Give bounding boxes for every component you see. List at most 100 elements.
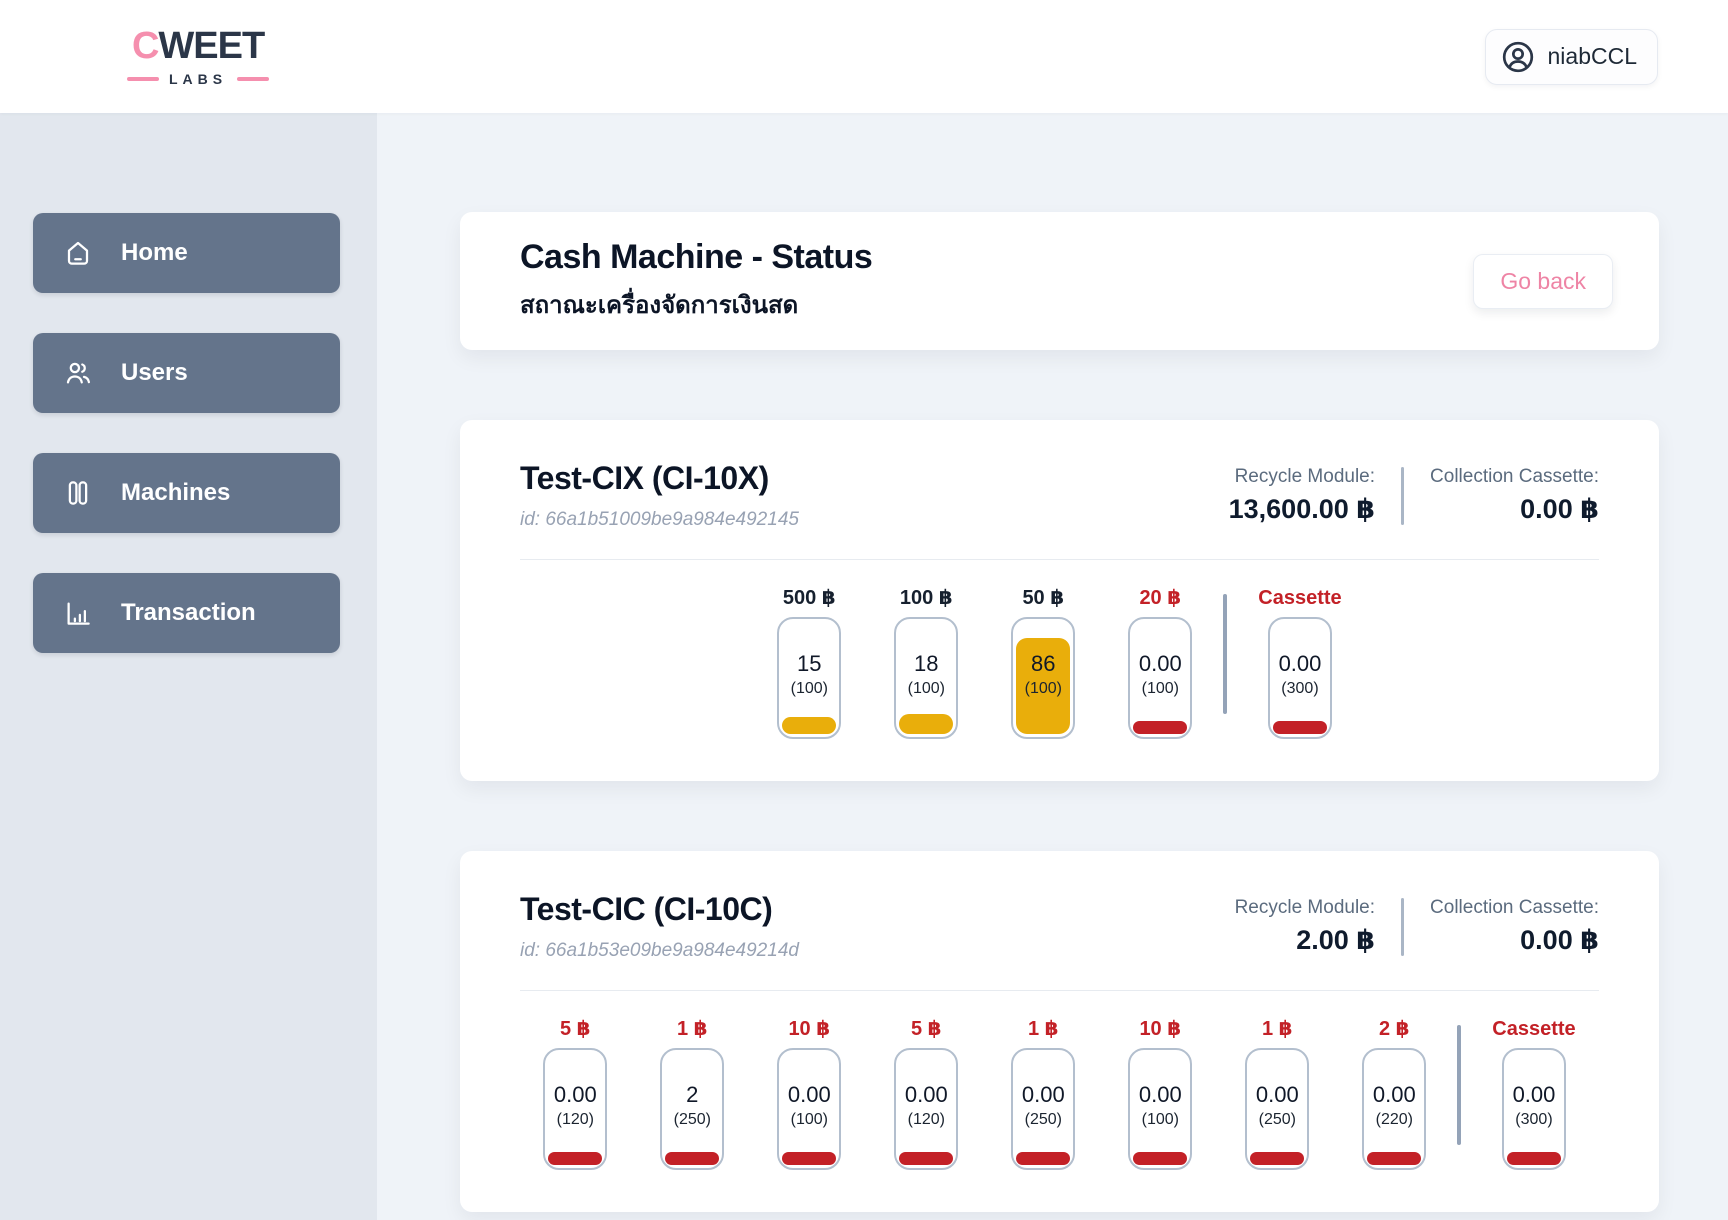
cassette-column: 1 ฿ 0.00 (250) bbox=[1011, 1018, 1076, 1170]
cassette-column-capacity: (250) bbox=[1024, 1110, 1062, 1128]
page-subtitle-thai: สถาณะเครื่องจัดการเงินสด bbox=[520, 292, 799, 319]
machine-cards-container: Test-CIX (CI-10X) id: 66a1b51009be9a984e4… bbox=[460, 420, 1659, 1212]
collection-cassette-column-fill bbox=[1506, 1152, 1561, 1165]
cassette-column-fill bbox=[899, 714, 954, 734]
cassette-column-tube: 86 (100) bbox=[1011, 617, 1076, 739]
machines-icon bbox=[63, 478, 93, 508]
collection-cassette-column: Cassette 0.00 (300) bbox=[1492, 1018, 1576, 1170]
users-icon bbox=[63, 358, 93, 388]
brand-dash-left bbox=[127, 77, 159, 81]
page-title: Cash Machine - Status bbox=[520, 238, 873, 276]
sidebar-item-machines[interactable]: Machines bbox=[33, 453, 340, 533]
cassette-column-capacity: (220) bbox=[1375, 1110, 1413, 1128]
cassette-column-tube: 0.00 (120) bbox=[543, 1048, 608, 1170]
cassette-column-tube: 0.00 (120) bbox=[894, 1048, 959, 1170]
cassette-column: 5 ฿ 0.00 (120) bbox=[894, 1019, 959, 1170]
sidebar-item-label: Users bbox=[121, 359, 188, 386]
brand-logo: CWEET LABS bbox=[127, 25, 270, 87]
collection-cassette-value: 0.00 ฿ bbox=[1520, 494, 1599, 524]
cassette-column-label: 10 ฿ bbox=[1139, 1018, 1182, 1040]
cassette-column-value: 0.00 bbox=[787, 1081, 831, 1107]
user-menu-button[interactable]: niabCCL bbox=[1484, 28, 1658, 85]
cassette-column-fill bbox=[782, 717, 837, 734]
sidebar-item-home[interactable]: Home bbox=[33, 213, 340, 293]
cassette-column-tube: 0.00 (100) bbox=[1128, 617, 1193, 739]
cassette-column-tube: 15 (100) bbox=[777, 617, 842, 739]
cassette-column-fill bbox=[1016, 638, 1071, 734]
cassette-column-fill bbox=[1016, 1152, 1071, 1165]
cassette-column-capacity: (250) bbox=[1258, 1110, 1296, 1128]
collection-cassette-column-capacity: (300) bbox=[1515, 1110, 1553, 1128]
cassette-column-capacity: (250) bbox=[673, 1110, 711, 1128]
stat-divider bbox=[1401, 897, 1405, 956]
collection-cassette-column-value: 0.00 bbox=[1278, 650, 1322, 676]
cassette-column-fill bbox=[1367, 1152, 1422, 1165]
machine-card-heading: Test-CIX (CI-10X) id: 66a1b51009be9a984e4… bbox=[520, 460, 799, 531]
recycle-module-label: Recycle Module: bbox=[1234, 466, 1376, 487]
machine-id: id: 66a1b53e09be9a984e49214d bbox=[520, 940, 799, 961]
cassette-column-fill bbox=[1250, 1152, 1305, 1165]
cassette-column: 5 ฿ 0.00 (120) bbox=[543, 1018, 608, 1170]
recycle-module-stat: Recycle Module: 2.00 ฿ bbox=[1235, 897, 1375, 956]
cassette-group-divider bbox=[1223, 594, 1228, 714]
cassette-column-capacity: (100) bbox=[1024, 679, 1062, 697]
sidebar-item-users[interactable]: Users bbox=[33, 333, 340, 413]
machine-card-heading: Test-CIC (CI-10C) id: 66a1b53e09be9a984e4… bbox=[520, 891, 799, 962]
cassette-column: 10 ฿ 0.00 (100) bbox=[777, 1018, 842, 1170]
cassette-column: 10 ฿ 0.00 (100) bbox=[1128, 1018, 1193, 1170]
collection-cassette-column-label: Cassette bbox=[1258, 587, 1342, 609]
cassette-column-fill bbox=[1133, 1152, 1188, 1165]
cassette-column-value: 0.00 bbox=[1138, 1081, 1182, 1107]
cassette-column-capacity: (100) bbox=[1141, 679, 1179, 697]
status-card-text: Cash Machine - Status สถาณะเครื่องจัดการ… bbox=[520, 238, 873, 324]
cassette-column-value: 0.00 bbox=[904, 1081, 948, 1107]
cassette-column-capacity: (100) bbox=[790, 1110, 828, 1128]
cassette-column-tube: 18 (100) bbox=[894, 617, 959, 739]
machine-card: Test-CIC (CI-10C) id: 66a1b53e09be9a984e4… bbox=[460, 851, 1659, 1212]
sidebar-item-label: Home bbox=[121, 239, 188, 266]
cassette-column-tube: 0.00 (100) bbox=[1128, 1048, 1193, 1170]
sidebar-item-label: Machines bbox=[121, 479, 231, 506]
cassette-column: 1 ฿ 2 (250) bbox=[660, 1019, 725, 1170]
cassette-column-value: 2 bbox=[686, 1081, 699, 1107]
cassette-column: 50 ฿ 86 (100) bbox=[1011, 588, 1076, 739]
cassette-column-value: 0.00 bbox=[553, 1081, 597, 1107]
user-avatar-icon bbox=[1500, 39, 1536, 75]
cassette-column-fill bbox=[665, 1152, 720, 1165]
sidebar-item-transaction[interactable]: Transaction bbox=[33, 573, 340, 653]
brand-accent-letter: C bbox=[131, 25, 159, 67]
cassette-column-label: 2 ฿ bbox=[1378, 1018, 1410, 1040]
cassette-column: 100 ฿ 18 (100) bbox=[894, 588, 959, 739]
machine-separator bbox=[520, 990, 1599, 991]
cassette-column: 2 ฿ 0.00 (220) bbox=[1362, 1018, 1427, 1170]
status-card: Cash Machine - Status สถาณะเครื่องจัดการ… bbox=[460, 212, 1659, 350]
collection-cassette-column-tube: 0.00 (300) bbox=[1267, 617, 1332, 739]
cassette-group-divider bbox=[1457, 1025, 1462, 1145]
cassette-column-value: 0.00 bbox=[1255, 1081, 1299, 1107]
collection-cassette-column: Cassette 0.00 (300) bbox=[1258, 587, 1342, 739]
cassette-column-label: 5 ฿ bbox=[559, 1018, 591, 1040]
sidebar-item-label: Transaction bbox=[121, 599, 256, 626]
collection-cassette-stat: Collection Cassette: 0.00 ฿ bbox=[1430, 466, 1599, 525]
cassette-column-tube: 0.00 (250) bbox=[1011, 1048, 1076, 1170]
transaction-icon bbox=[63, 598, 93, 628]
main-content: Cash Machine - Status สถาณะเครื่องจัดการ… bbox=[377, 113, 1728, 1220]
cassette-row: 5 ฿ 0.00 (120) 1 ฿ 2 (250) 10 ฿ 0.00 (100) 5 ฿ 0.0… bbox=[520, 1019, 1599, 1170]
machine-separator bbox=[520, 559, 1599, 560]
cassette-column-capacity: (100) bbox=[1141, 1110, 1179, 1128]
cassette-column: 1 ฿ 0.00 (250) bbox=[1245, 1018, 1310, 1170]
machine-card-header: Test-CIX (CI-10X) id: 66a1b51009be9a984e4… bbox=[520, 460, 1599, 531]
cassette-column-tube: 0.00 (250) bbox=[1245, 1048, 1310, 1170]
machine-title: Test-CIC (CI-10C) bbox=[520, 891, 773, 927]
cassette-column-label: 1 ฿ bbox=[1027, 1018, 1059, 1040]
top-header: CWEET LABS niabCCL bbox=[0, 0, 1728, 113]
recycle-module-value: 2.00 ฿ bbox=[1296, 925, 1376, 955]
brand-labs-label: LABS bbox=[169, 71, 228, 87]
collection-cassette-column-label: Cassette bbox=[1492, 1018, 1576, 1040]
machine-stats: Recycle Module: 13,600.00 ฿ Collection Cas… bbox=[1229, 466, 1599, 525]
collection-cassette-label: Collection Cassette: bbox=[1430, 897, 1599, 918]
cassette-column-label: 10 ฿ bbox=[788, 1018, 831, 1040]
go-back-button[interactable]: Go back bbox=[1473, 253, 1613, 309]
cassette-column-value: 18 bbox=[914, 650, 939, 676]
cassette-column-label: 1 ฿ bbox=[1261, 1018, 1293, 1040]
